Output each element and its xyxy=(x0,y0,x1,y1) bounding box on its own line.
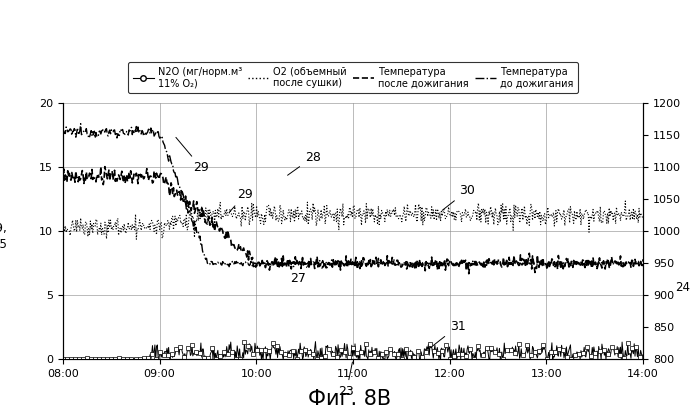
Text: 23: 23 xyxy=(338,362,354,398)
Text: 31: 31 xyxy=(433,320,466,346)
Text: 27: 27 xyxy=(290,266,308,285)
Text: Фиг. 8В: Фиг. 8В xyxy=(308,389,391,409)
Text: 30: 30 xyxy=(442,184,475,210)
Text: 29: 29 xyxy=(176,138,209,174)
Text: 28: 28 xyxy=(287,151,321,175)
Text: 29: 29 xyxy=(229,188,253,213)
Text: 24: 24 xyxy=(675,281,690,294)
Legend: N2O (мг/норм.м³
11% O₂), O2 (объемный
после сушки), Температура
после дожигания,: N2O (мг/норм.м³ 11% O₂), O2 (объемный по… xyxy=(128,62,578,93)
Text: 19,
15: 19, 15 xyxy=(0,222,8,251)
